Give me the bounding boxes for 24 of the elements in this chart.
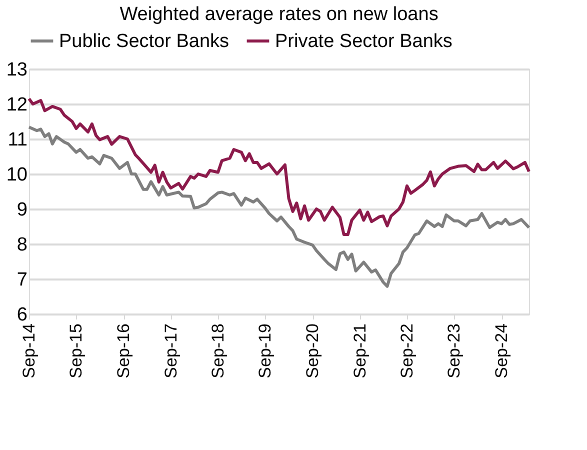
x-tick-label: Sep-22 (398, 324, 417, 378)
x-tick-label: Sep-23 (444, 324, 464, 378)
x-tick-label: Sep-21 (350, 324, 370, 378)
x-tick-label: Sep-16 (114, 324, 134, 378)
x-tick-label: Sep-24 (492, 324, 512, 378)
y-tick-label: 10 (6, 164, 28, 186)
y-tick-label: 13 (6, 60, 28, 80)
x-tick-label: Sep-20 (303, 324, 322, 378)
y-tick-label: 6 (16, 304, 28, 326)
y-tick-label: 11 (8, 130, 28, 150)
legend-label: Private Sector Banks (275, 31, 452, 52)
x-tick-label: Sep-19 (256, 324, 275, 378)
legend-label: Public Sector Banks (59, 31, 230, 52)
x-tick-label: Sep-15 (66, 324, 86, 378)
x-tick-label: Sep-14 (20, 324, 38, 378)
line-series (28, 97, 530, 236)
y-tick-label: 12 (6, 94, 28, 116)
x-tick-label: Sep-18 (208, 324, 228, 378)
y-tick-label: 7 (16, 270, 28, 290)
chart-title: Weighted average rates on new loans (120, 4, 438, 25)
x-tick-label: Sep-17 (161, 324, 180, 378)
y-tick-label: 8 (16, 234, 28, 256)
y-tick-label: 9 (16, 200, 28, 220)
line-series (28, 126, 530, 288)
